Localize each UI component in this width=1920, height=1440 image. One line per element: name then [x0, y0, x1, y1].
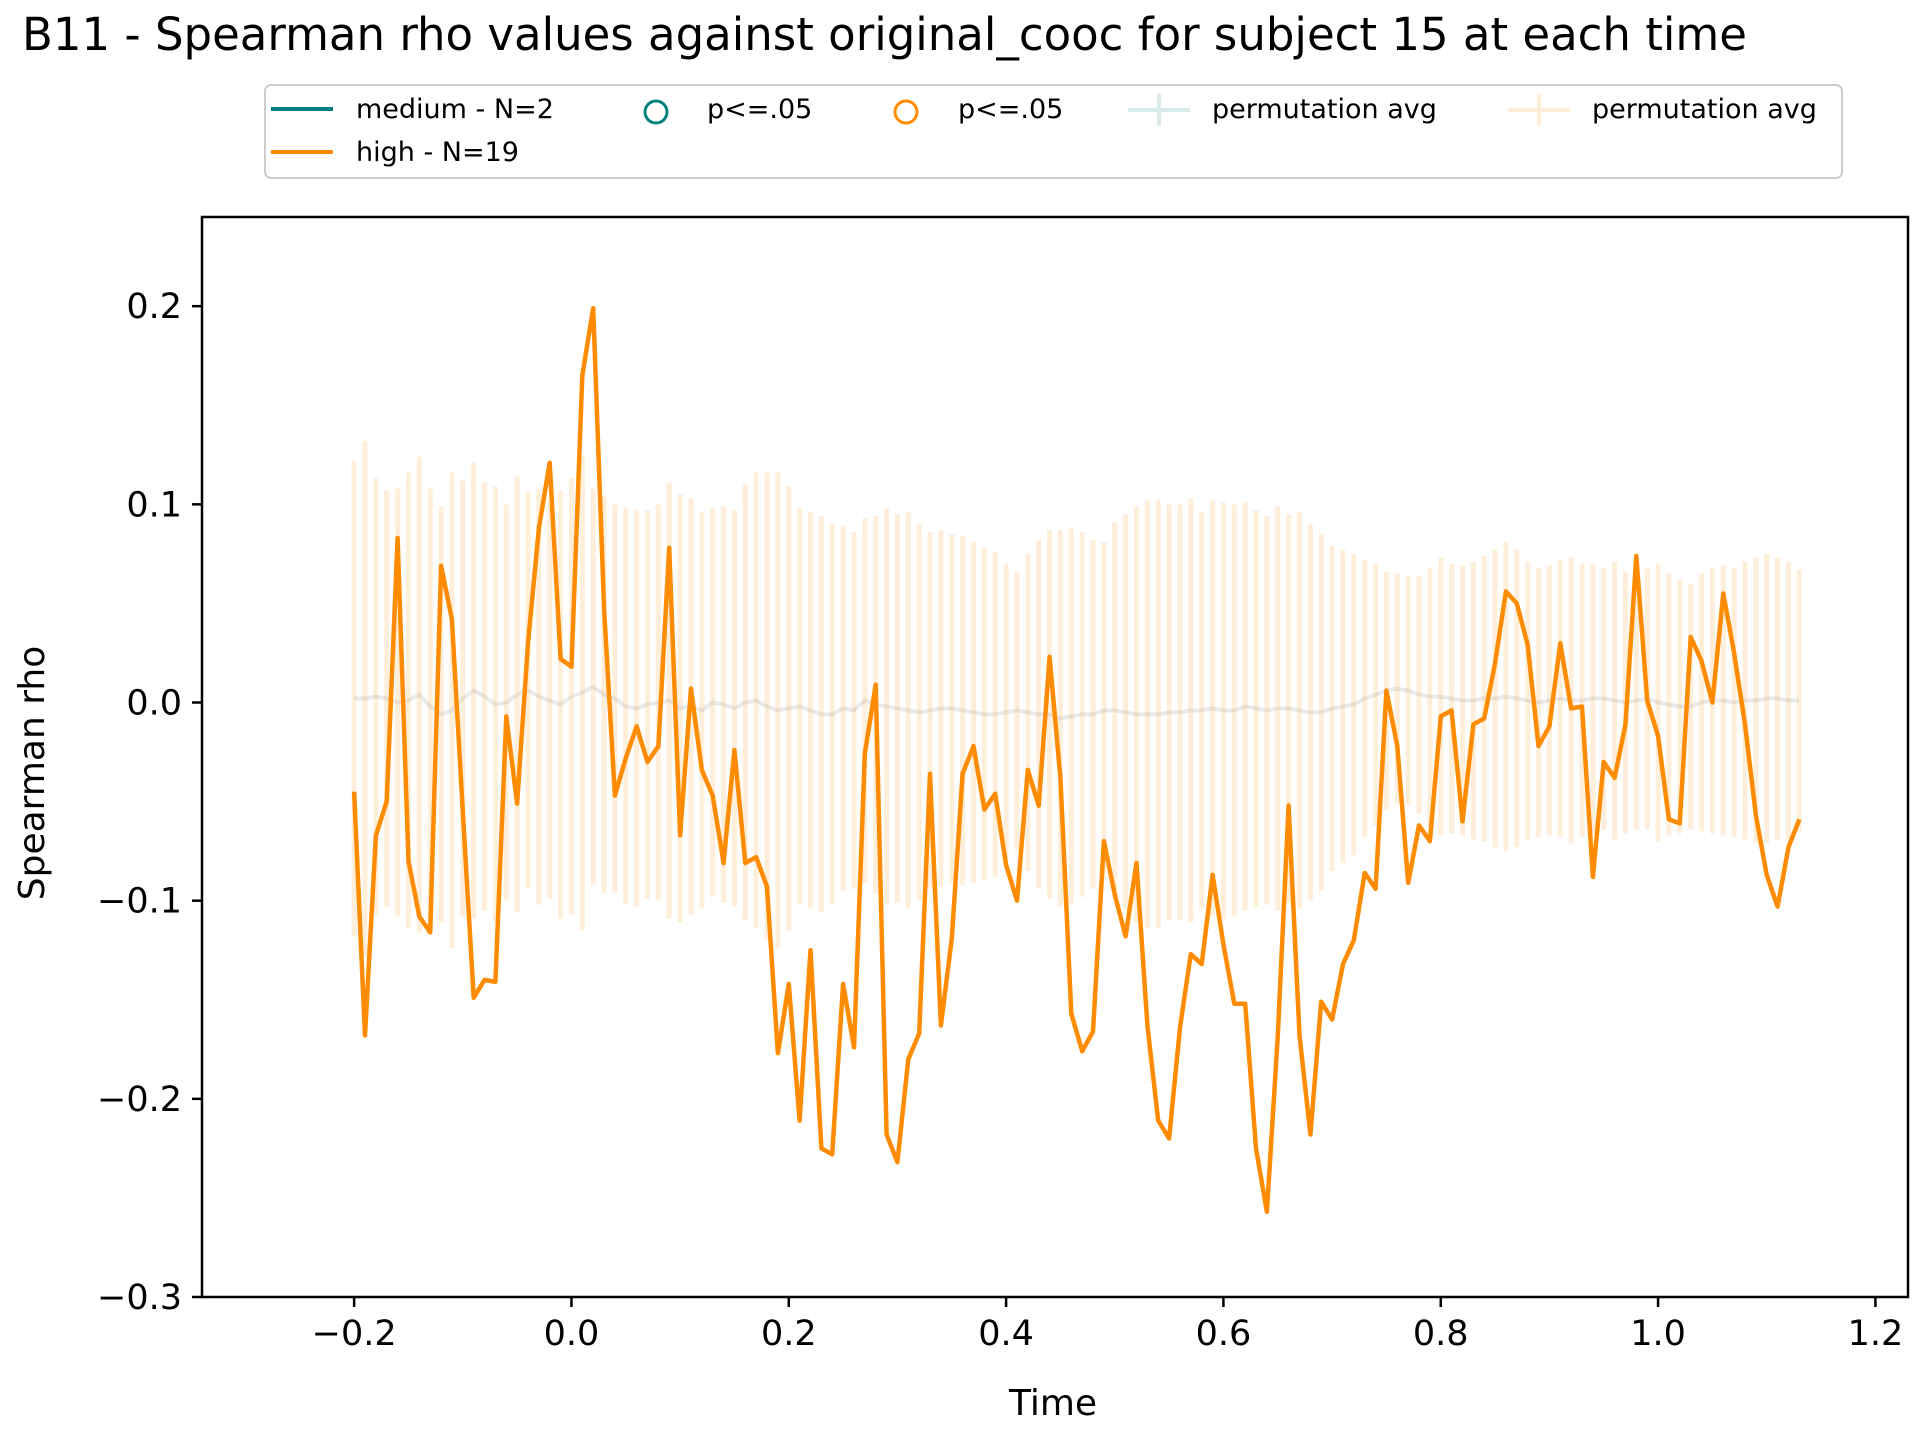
x-tick-label: 1.0 — [1630, 1314, 1686, 1354]
legend-marker-significant-high — [893, 99, 919, 125]
y-tick-label: 0.0 — [126, 684, 182, 724]
legend-marker-significant-medium — [643, 99, 669, 125]
legend: medium - N=2 high - N=19 p<=.05 p<=.05 p… — [264, 84, 1843, 179]
y-axis-ticks: −0.3 −0.2 −0.1 0.0 0.1 0.2 — [97, 287, 202, 1318]
x-axis-label: Time — [1008, 1383, 1097, 1424]
y-tick-label: 0.1 — [126, 485, 182, 525]
x-tick-label: −0.2 — [312, 1314, 397, 1354]
legend-errorbar-high — [1508, 94, 1570, 126]
legend-label-significant-medium: p<=.05 — [707, 94, 812, 125]
plot-area — [200, 215, 1910, 1299]
axes-frame — [200, 215, 1910, 1299]
legend-label-permutation-medium: permutation avg — [1212, 94, 1437, 125]
series-line-high — [351, 305, 1802, 1215]
x-tick-label: 0.4 — [978, 1314, 1034, 1354]
legend-label-high: high - N=19 — [356, 137, 519, 168]
legend-label-medium: medium - N=2 — [356, 94, 554, 125]
x-tick-label: 0.6 — [1196, 1314, 1252, 1354]
x-axis-ticks: −0.2 0.0 0.2 0.4 0.6 0.8 1.0 1.2 — [312, 1297, 1904, 1354]
y-axis-label: Spearman rho — [12, 646, 53, 900]
x-tick-label: 0.0 — [544, 1314, 600, 1354]
permutation-mean-line — [354, 684, 1800, 721]
chart-title: B11 - Spearman rho values against origin… — [22, 8, 1747, 61]
x-tick-label: 1.2 — [1848, 1314, 1904, 1354]
legend-label-significant-high: p<=.05 — [958, 94, 1063, 125]
x-tick-label: 0.8 — [1413, 1314, 1469, 1354]
y-tick-label: −0.1 — [97, 882, 182, 922]
x-tick-label: 0.2 — [761, 1314, 817, 1354]
legend-errorbar-medium — [1128, 94, 1190, 126]
legend-label-permutation-high: permutation avg — [1592, 94, 1817, 125]
legend-frame — [264, 84, 1843, 179]
y-tick-label: 0.2 — [126, 287, 182, 327]
y-tick-label: −0.3 — [97, 1278, 182, 1318]
y-tick-label: −0.2 — [97, 1080, 182, 1120]
